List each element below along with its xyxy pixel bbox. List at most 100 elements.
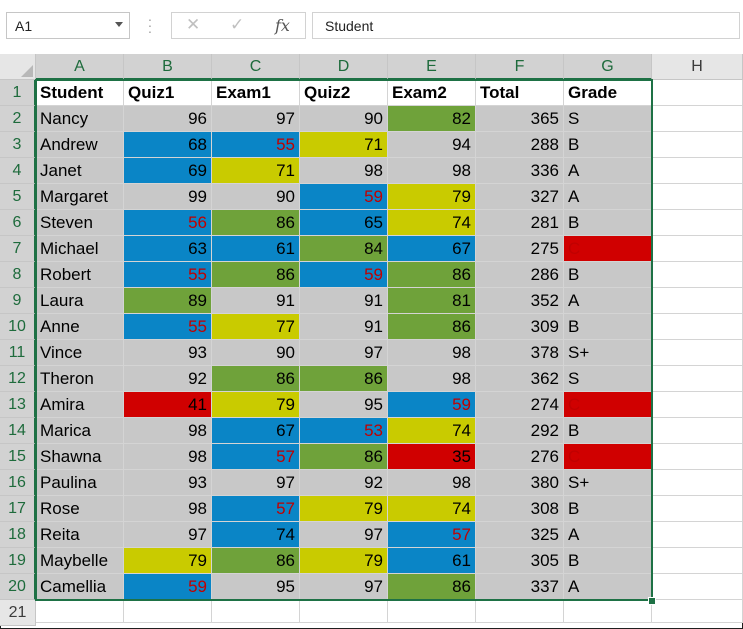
table-cell[interactable]: 59	[124, 574, 212, 600]
table-cell[interactable]: 67	[212, 418, 300, 444]
row-header-10[interactable]: 10	[0, 314, 36, 340]
header-cell[interactable]: Exam1	[212, 80, 300, 106]
empty-cell[interactable]	[300, 600, 388, 623]
student-name-cell[interactable]: Janet	[36, 158, 124, 184]
row-header-9[interactable]: 9	[0, 288, 36, 314]
student-name-cell[interactable]: Vince	[36, 340, 124, 366]
row-header-7[interactable]: 7	[0, 236, 36, 262]
table-cell[interactable]: 93	[124, 340, 212, 366]
table-cell[interactable]: 84	[300, 236, 388, 262]
empty-cell[interactable]	[652, 288, 743, 314]
table-cell[interactable]: S+	[564, 470, 652, 496]
table-cell[interactable]: B	[564, 314, 652, 340]
empty-cell[interactable]	[652, 340, 743, 366]
empty-cell[interactable]	[652, 80, 743, 106]
table-cell[interactable]: 308	[476, 496, 564, 522]
table-cell[interactable]: 57	[212, 496, 300, 522]
table-cell[interactable]: 91	[300, 288, 388, 314]
table-cell[interactable]: 98	[124, 444, 212, 470]
column-header-f[interactable]: F	[476, 54, 564, 80]
table-cell[interactable]: 95	[300, 392, 388, 418]
table-cell[interactable]: 71	[300, 132, 388, 158]
empty-cell[interactable]	[652, 236, 743, 262]
table-cell[interactable]: 325	[476, 522, 564, 548]
empty-cell[interactable]	[124, 600, 212, 623]
table-cell[interactable]: 74	[212, 522, 300, 548]
student-name-cell[interactable]: Andrew	[36, 132, 124, 158]
table-cell[interactable]: 86	[212, 548, 300, 574]
student-name-cell[interactable]: Robert	[36, 262, 124, 288]
empty-cell[interactable]	[652, 392, 743, 418]
student-name-cell[interactable]: Steven	[36, 210, 124, 236]
table-cell[interactable]: 86	[212, 366, 300, 392]
empty-cell[interactable]	[652, 106, 743, 132]
row-header-15[interactable]: 15	[0, 444, 36, 470]
empty-cell[interactable]	[476, 600, 564, 623]
table-cell[interactable]: 86	[388, 574, 476, 600]
table-cell[interactable]: 98	[388, 158, 476, 184]
table-cell[interactable]: 97	[124, 522, 212, 548]
table-cell[interactable]: C	[564, 392, 652, 418]
header-cell[interactable]: Exam2	[388, 80, 476, 106]
table-cell[interactable]: 97	[212, 470, 300, 496]
student-name-cell[interactable]: Maybelle	[36, 548, 124, 574]
student-name-cell[interactable]: Amira	[36, 392, 124, 418]
row-header-18[interactable]: 18	[0, 522, 36, 548]
empty-cell[interactable]	[652, 496, 743, 522]
table-cell[interactable]: 98	[388, 340, 476, 366]
row-header-2[interactable]: 2	[0, 106, 36, 132]
table-cell[interactable]: 68	[124, 132, 212, 158]
table-cell[interactable]: 55	[124, 314, 212, 340]
table-cell[interactable]: 309	[476, 314, 564, 340]
table-cell[interactable]: A	[564, 158, 652, 184]
table-cell[interactable]: 86	[388, 262, 476, 288]
empty-cell[interactable]	[652, 158, 743, 184]
table-cell[interactable]: 63	[124, 236, 212, 262]
table-cell[interactable]: 94	[388, 132, 476, 158]
enter-icon[interactable]: ✓	[230, 15, 245, 34]
table-cell[interactable]: 92	[300, 470, 388, 496]
table-cell[interactable]: 59	[300, 184, 388, 210]
empty-cell[interactable]	[652, 314, 743, 340]
empty-cell[interactable]	[652, 184, 743, 210]
table-cell[interactable]: 86	[212, 262, 300, 288]
formula-input[interactable]: Student	[312, 12, 740, 39]
table-cell[interactable]: 79	[300, 548, 388, 574]
table-cell[interactable]: 79	[212, 392, 300, 418]
row-header-20[interactable]: 20	[0, 574, 36, 600]
header-cell[interactable]: Grade	[564, 80, 652, 106]
row-header-8[interactable]: 8	[0, 262, 36, 288]
table-cell[interactable]: 65	[300, 210, 388, 236]
row-header-14[interactable]: 14	[0, 418, 36, 444]
table-cell[interactable]: S+	[564, 340, 652, 366]
student-name-cell[interactable]: Shawna	[36, 444, 124, 470]
table-cell[interactable]: 276	[476, 444, 564, 470]
table-cell[interactable]: 91	[300, 314, 388, 340]
row-header-21[interactable]: 21	[0, 600, 36, 626]
column-header-b[interactable]: B	[124, 54, 212, 80]
table-cell[interactable]: A	[564, 522, 652, 548]
table-cell[interactable]: 90	[212, 184, 300, 210]
table-cell[interactable]: 92	[124, 366, 212, 392]
header-cell[interactable]: Student	[36, 80, 124, 106]
empty-cell[interactable]	[652, 574, 743, 600]
header-cell[interactable]: Quiz2	[300, 80, 388, 106]
table-cell[interactable]: 81	[388, 288, 476, 314]
table-cell[interactable]: 93	[124, 470, 212, 496]
table-cell[interactable]: 97	[300, 340, 388, 366]
table-cell[interactable]: S	[564, 366, 652, 392]
row-header-16[interactable]: 16	[0, 470, 36, 496]
row-header-13[interactable]: 13	[0, 392, 36, 418]
table-cell[interactable]: 53	[300, 418, 388, 444]
table-cell[interactable]: 292	[476, 418, 564, 444]
table-cell[interactable]: B	[564, 210, 652, 236]
table-cell[interactable]: C	[564, 444, 652, 470]
header-cell[interactable]: Quiz1	[124, 80, 212, 106]
empty-cell[interactable]	[212, 600, 300, 623]
table-cell[interactable]: 79	[300, 496, 388, 522]
table-cell[interactable]: 79	[124, 548, 212, 574]
row-header-5[interactable]: 5	[0, 184, 36, 210]
table-cell[interactable]: 67	[388, 236, 476, 262]
table-cell[interactable]: B	[564, 262, 652, 288]
column-header-h[interactable]: H	[652, 54, 743, 80]
